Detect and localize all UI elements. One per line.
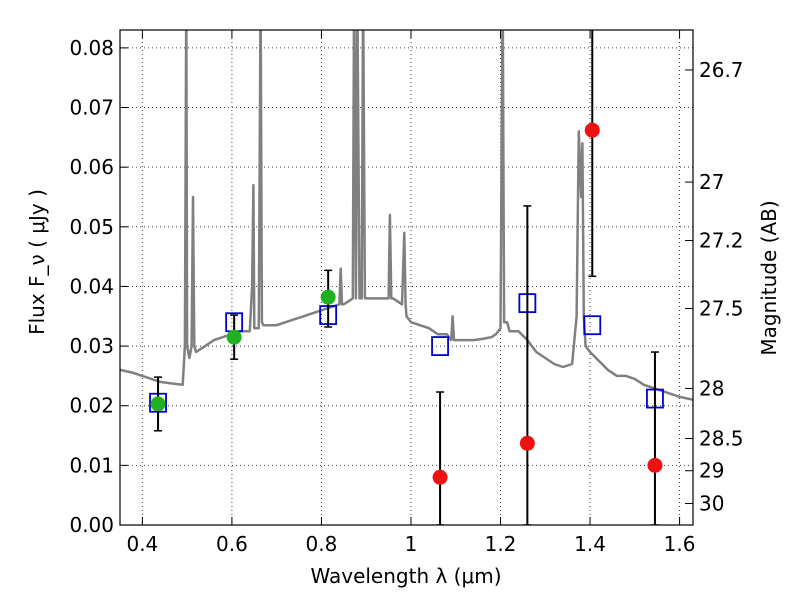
y-tick-label: 0.04 xyxy=(69,274,114,298)
observed-data-point xyxy=(150,396,166,412)
y-tick-label: 0.07 xyxy=(69,96,114,120)
right-tick-label: 30 xyxy=(699,492,724,516)
spectrum-line-layer xyxy=(120,30,693,402)
y-axis-label: Flux F_ν ( μJy ) xyxy=(25,189,49,335)
x-tick-label: 0.8 xyxy=(306,532,338,556)
y-tick-label: 0.05 xyxy=(69,215,114,239)
x-tick-label: 1 xyxy=(405,532,418,556)
y-tick-label: 0.08 xyxy=(69,36,114,60)
y-tick-label: 0.00 xyxy=(69,513,114,537)
right-y-axis-label: Magnitude (AB) xyxy=(757,200,781,355)
observed-data-point xyxy=(226,329,242,345)
right-tick-label: 28.5 xyxy=(699,427,744,451)
y-tick-label: 0.06 xyxy=(69,155,114,179)
x-tick-label: 1.4 xyxy=(574,532,606,556)
observed-data-point xyxy=(584,122,600,138)
observed-data-point xyxy=(647,457,663,473)
grid-lines xyxy=(120,30,693,526)
right-tick-label: 27.2 xyxy=(699,229,744,253)
right-tick-label: 26.7 xyxy=(699,58,744,82)
x-tick-label: 1.2 xyxy=(485,532,517,556)
spectrum-line xyxy=(120,30,693,402)
plot-frame xyxy=(119,29,694,526)
right-tick-label: 27.5 xyxy=(699,297,744,321)
right-tick-label: 29 xyxy=(699,459,724,483)
y-tick-label: 0.01 xyxy=(69,453,114,477)
x-tick-label: 0.6 xyxy=(216,532,248,556)
y-tick-label: 0.03 xyxy=(69,334,114,358)
right-tick-label: 27 xyxy=(699,170,724,194)
model-photometry-square xyxy=(431,336,449,356)
x-tick-label: 0.4 xyxy=(126,532,158,556)
x-tick-label: 1.6 xyxy=(664,532,696,556)
observed-data-point xyxy=(432,469,448,485)
y-tick-label: 0.02 xyxy=(69,394,114,418)
markers-layer xyxy=(149,30,664,525)
model-photometry-square xyxy=(583,315,602,336)
right-tick-label: 28 xyxy=(699,376,724,400)
x-axis-label: Wavelength λ (μm) xyxy=(310,564,501,588)
observed-data-point xyxy=(320,289,336,305)
axis-ticks: 0.4 0.6 0.8 1 1.2 1.4 1.6 0.00 0.01 0.02 0.03 0.04 0… xyxy=(69,30,744,556)
observed-data-point xyxy=(519,435,535,451)
